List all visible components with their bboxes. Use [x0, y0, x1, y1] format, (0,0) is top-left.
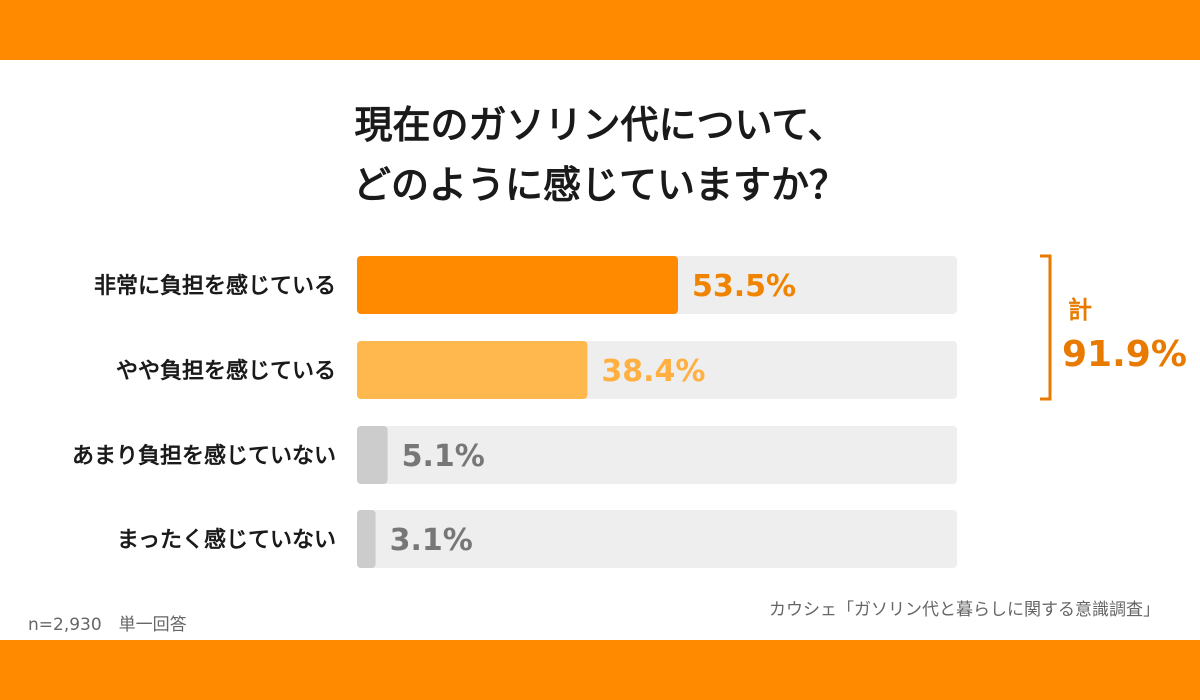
chart: 現在のガソリン代について、 どのように感じていますか？ 非常に負担を感じている 5… [28, 103, 1187, 635]
source-note: カウシェ「ガソリン代と暮らしに関する意識調査」 [769, 600, 1160, 620]
category-label: まったく感じていない [117, 527, 336, 553]
bracket-line [1040, 254, 1052, 401]
category-label: あまり負担を感じていない [72, 443, 336, 469]
bar-track [357, 426, 957, 484]
chart-panel: 現在のガソリン代について、 どのように感じていますか？ 非常に負担を感じている 5… [0, 60, 1200, 640]
value-label: 38.4% [601, 354, 705, 389]
total-label: 計 [1068, 296, 1092, 324]
bar [357, 256, 678, 314]
category-label: 非常に負担を感じている [94, 273, 336, 299]
bar [357, 426, 388, 484]
value-label: 5.1% [402, 439, 485, 474]
value-label: 53.5% [692, 269, 796, 304]
bar-track [357, 510, 957, 568]
value-label: 3.1% [390, 523, 473, 558]
total-bracket: 計 91.9% [1040, 254, 1187, 401]
bar [357, 341, 588, 399]
category-label: やや負担を感じている [116, 358, 336, 384]
total-value: 91.9% [1062, 334, 1187, 375]
chart-title-line-1: 現在のガソリン代について、 [355, 103, 846, 147]
bar [357, 510, 376, 568]
bars-group: 非常に負担を感じている 53.5% やや負担を感じている 38.4% あまり負担を感じて… [72, 256, 957, 568]
chart-title-line-2: どのように感じていますか？ [353, 163, 847, 207]
sample-size-note: n=2,930 単一回答 [28, 615, 187, 635]
